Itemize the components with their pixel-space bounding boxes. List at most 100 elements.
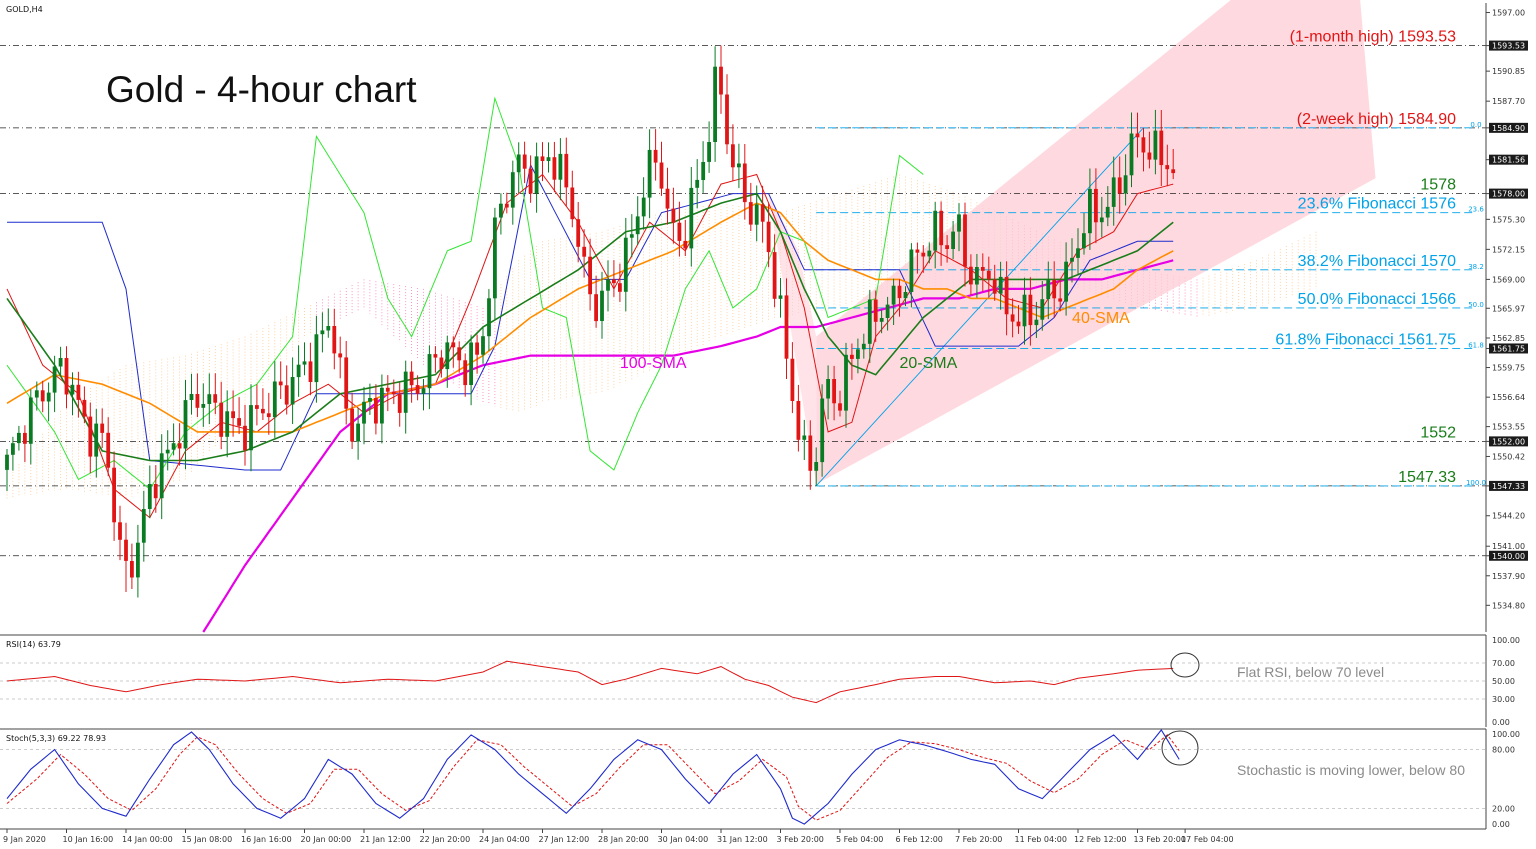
candle-body xyxy=(231,411,235,419)
candle-body xyxy=(945,245,949,249)
candle-body xyxy=(237,418,241,426)
time-tick-label: 9 Jan 2020 xyxy=(3,835,46,844)
time-tick-label: 14 Jan 00:00 xyxy=(122,835,173,844)
time-tick-label: 21 Jan 12:00 xyxy=(360,835,411,844)
candle-body xyxy=(320,330,325,335)
candle-body xyxy=(1064,261,1068,302)
candle-body xyxy=(1141,137,1146,153)
candle-body xyxy=(100,423,105,433)
time-tick-label: 27 Jan 12:00 xyxy=(539,835,590,844)
candle-body xyxy=(671,208,676,223)
candle-body xyxy=(272,381,277,418)
price-badge-label: 1581.56 xyxy=(1492,156,1525,165)
candle-body xyxy=(308,361,313,382)
price-tick-label: 1556.64 xyxy=(1492,393,1525,402)
candle-body xyxy=(46,392,51,402)
candle-body xyxy=(344,357,349,409)
rsi-line xyxy=(6,660,1174,704)
candle-body xyxy=(1159,130,1164,166)
candle-body xyxy=(487,298,491,337)
candle-body xyxy=(362,401,366,424)
candle-body xyxy=(5,454,9,470)
time-tick-label: 22 Jan 20:00 xyxy=(420,835,471,844)
candle-body xyxy=(695,179,700,188)
candle-body xyxy=(326,326,331,331)
candle-body xyxy=(374,398,378,424)
candle-body xyxy=(754,204,759,225)
candle-body xyxy=(790,358,795,401)
candle-body xyxy=(296,364,301,378)
candle-body xyxy=(189,394,194,400)
price-tick-label: 1541.00 xyxy=(1492,542,1525,551)
candle-body xyxy=(201,404,206,408)
candle-body xyxy=(445,342,450,370)
candle-body xyxy=(1094,188,1098,223)
price-tick-label: 1537.90 xyxy=(1492,572,1525,581)
level-label: 1578 xyxy=(1420,177,1456,194)
candle-body xyxy=(725,94,729,145)
candle-body xyxy=(463,360,468,386)
candle-body xyxy=(748,202,753,225)
stochastic-note: Stochastic is moving lower, below 80 xyxy=(1237,762,1465,778)
candle-body xyxy=(850,354,854,359)
price-tick-label: 1565.97 xyxy=(1492,304,1525,313)
price-tick-label: 1569.00 xyxy=(1492,275,1525,284)
candle-body xyxy=(1123,175,1128,194)
candle-body xyxy=(808,435,813,471)
price-badge-label: 1561.75 xyxy=(1492,344,1525,353)
stochastic-k-line xyxy=(6,729,1180,825)
price-tick-label: 1590.85 xyxy=(1492,67,1525,76)
candle-body xyxy=(493,217,497,299)
candle-body xyxy=(171,443,176,450)
level-label: 1552 xyxy=(1420,424,1456,441)
candle-body xyxy=(82,399,87,417)
stochastic-d-line xyxy=(6,734,1180,821)
candle-body xyxy=(963,214,967,267)
candle-body xyxy=(766,221,771,253)
time-tick-label: 20 Jan 00:00 xyxy=(301,835,352,844)
candle-body xyxy=(1004,276,1009,315)
candle-body xyxy=(909,249,914,292)
candle-body xyxy=(558,153,563,180)
fibonacci-tag: 50.0 xyxy=(1468,301,1484,309)
candle-body xyxy=(1022,294,1027,327)
price-badge xyxy=(1489,154,1528,165)
fibonacci-tag: 0.0 xyxy=(1470,121,1481,129)
candle-body xyxy=(1070,257,1074,262)
price-badge-label: 1593.53 xyxy=(1492,42,1525,51)
candle-body xyxy=(701,162,706,180)
time-tick-label: 17 Feb 04:00 xyxy=(1181,835,1233,844)
candle-body xyxy=(629,234,634,238)
level-label: 1547.33 xyxy=(1398,469,1456,486)
stochastic-gridlines xyxy=(0,749,1486,809)
time-tick-label: 10 Jan 16:00 xyxy=(63,835,114,844)
candle-body xyxy=(665,188,670,209)
candle-body xyxy=(731,144,735,168)
rsi-label: RSI(14) 63.79 xyxy=(6,640,61,649)
candle-body xyxy=(1165,165,1170,170)
price-badge xyxy=(1489,550,1528,561)
candle-body xyxy=(261,408,265,414)
candle-body xyxy=(618,283,622,292)
main-panel: (1-month high) 1593.53 (2-week high) 1584… xyxy=(0,0,1528,633)
price-badge xyxy=(1489,40,1528,51)
candle-body xyxy=(933,210,938,251)
candle-body xyxy=(332,326,337,354)
candle-body xyxy=(290,377,295,405)
candle-body xyxy=(385,387,390,392)
candle-body xyxy=(522,154,527,169)
candle-body xyxy=(885,304,890,318)
candle-body xyxy=(510,172,515,208)
candle-body xyxy=(677,222,682,241)
candle-body xyxy=(350,408,354,442)
price-badge-label: 1540.00 xyxy=(1492,552,1525,561)
time-axis: 9 Jan 2020 10 Jan 16:00 14 Jan 00:00 15 Jan… xyxy=(3,829,1234,844)
time-tick-label: 28 Jan 20:00 xyxy=(598,835,649,844)
candle-body xyxy=(534,156,539,194)
chart-title: Gold - 4-hour chart xyxy=(106,69,417,110)
fibonacci-tag: 100.0 xyxy=(1466,479,1486,487)
candle-body xyxy=(1046,280,1051,300)
rsi-tick-label: 30.00 xyxy=(1492,695,1515,704)
candle-body xyxy=(570,187,575,220)
